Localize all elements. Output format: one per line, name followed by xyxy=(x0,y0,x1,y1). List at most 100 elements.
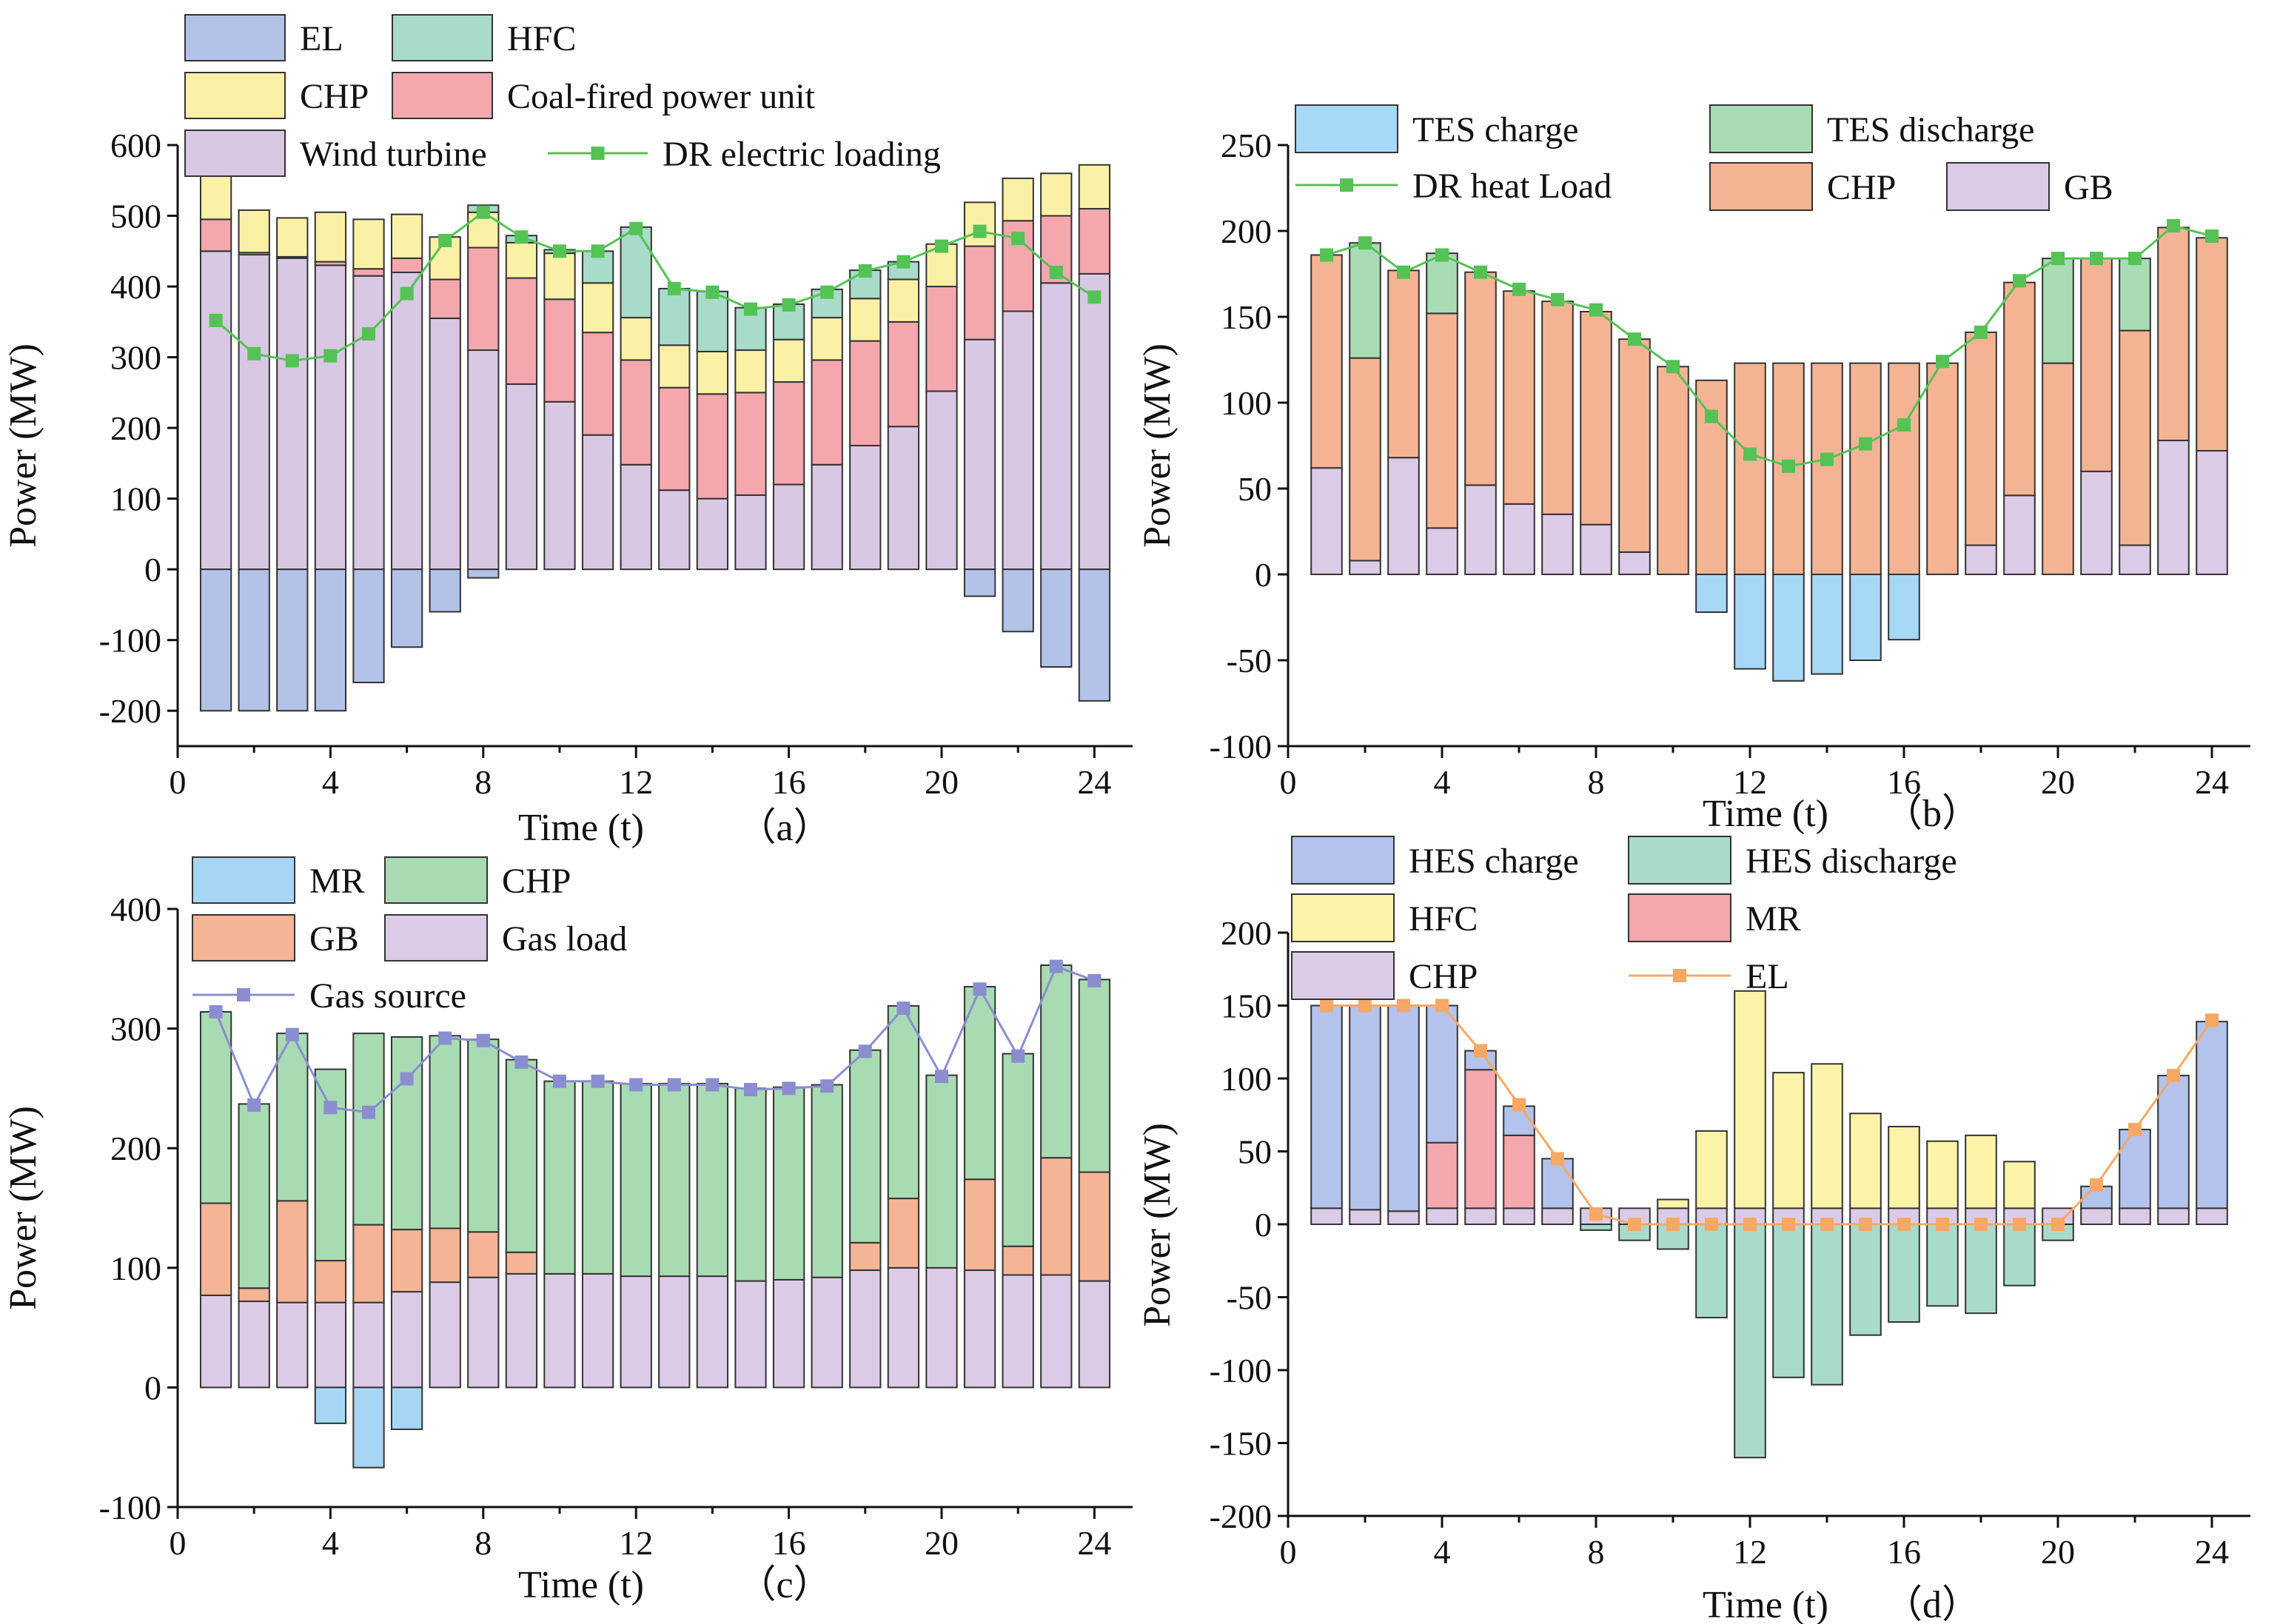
bar-c-gas-load-t9 xyxy=(505,1272,538,1389)
bar-b-chp-t10 xyxy=(1657,366,1689,575)
bar-a-el-t4 xyxy=(314,568,347,712)
bar-a-coal-fired-power-unit-t14 xyxy=(696,393,729,500)
marker-d-el-t12 xyxy=(1743,1218,1757,1231)
bar-c-gas-load-t6 xyxy=(390,1291,423,1389)
legend-marker-b-dr-heat-load xyxy=(1340,178,1353,192)
bar-a-chp-t18 xyxy=(849,298,882,342)
legend-marker-a-dr-electric-loading xyxy=(591,147,605,160)
x-tick-label-c-8: 8 xyxy=(475,1524,492,1562)
bar-c-gas-load-t22 xyxy=(1002,1274,1034,1389)
legend-label-d-hes-charge: HES charge xyxy=(1409,842,1579,881)
y-tick-label-a-400: 400 xyxy=(110,268,161,306)
marker-c-gas-source-t16 xyxy=(782,1081,796,1095)
x-tick-label-d-12: 12 xyxy=(1733,1533,1767,1571)
bar-a-chp-t10 xyxy=(543,252,576,301)
bar-b-gb-t22 xyxy=(2119,544,2151,575)
legend-label-a-coal-fired-power-unit: Coal-fired power unit xyxy=(507,77,816,116)
bar-b-gb-t19 xyxy=(2003,494,2036,576)
bar-b-gb-t24 xyxy=(2196,449,2228,576)
legend-swatch-a-coal-fired-power-unit xyxy=(392,72,493,119)
bar-c-chp-t13 xyxy=(658,1082,691,1278)
bar-d-hfc-t16 xyxy=(1888,1126,1920,1209)
bar-b-tes-discharge-t20 xyxy=(2042,258,2074,364)
marker-b-dr-heat-load-t3 xyxy=(1397,265,1410,279)
y-tick-label-d-50: 50 xyxy=(1238,1133,1272,1171)
bar-b-gb-t23 xyxy=(2157,440,2190,575)
bar-c-gas-load-t2 xyxy=(238,1301,270,1389)
legend-swatch-d-chp xyxy=(1291,951,1395,1000)
bar-a-wind-turbine-t13 xyxy=(658,489,691,571)
bar-a-el-t8 xyxy=(467,568,500,579)
y-tick-label-a--200: -200 xyxy=(99,692,161,730)
bar-c-gb-t4 xyxy=(314,1260,347,1303)
bar-d-hes-charge-t1 xyxy=(1310,1004,1343,1209)
bar-a-chp-t11 xyxy=(581,282,614,334)
marker-c-gas-source-t8 xyxy=(476,1033,490,1047)
bar-b-gb-t7 xyxy=(1541,513,1574,575)
marker-d-el-t14 xyxy=(1820,1218,1834,1231)
bar-a-chp-t16 xyxy=(772,338,805,383)
bar-d-hfc-t13 xyxy=(1772,1072,1805,1209)
bar-a-coal-fired-power-unit-t6 xyxy=(390,257,423,273)
bar-b-chp-t19 xyxy=(2003,281,2036,497)
marker-d-el-t10 xyxy=(1666,1218,1680,1231)
bar-a-coal-fired-power-unit-t8 xyxy=(467,246,500,352)
marker-d-el-t5 xyxy=(1474,1044,1487,1058)
x-axis-title-d: Time (t) xyxy=(1703,1584,1828,1624)
legend-swatch-a-wind-turbine xyxy=(184,130,286,177)
legend-label-a-wind-turbine: Wind turbine xyxy=(300,135,487,174)
marker-d-el-t20 xyxy=(2051,1218,2065,1231)
marker-d-el-t4 xyxy=(1435,999,1449,1013)
line-d-el xyxy=(1327,1004,2213,1226)
legend-swatch-b-tes-discharge xyxy=(1709,104,1813,153)
panel-tag-a: （a） xyxy=(737,807,831,849)
marker-d-el-t21 xyxy=(2090,1178,2103,1192)
bar-b-chp-t17 xyxy=(1926,362,1959,575)
y-tick-label-c--100: -100 xyxy=(99,1489,161,1526)
marker-d-el-t23 xyxy=(2167,1069,2180,1083)
bar-b-chp-t14 xyxy=(1811,362,1843,575)
marker-a-dr-electric-loading-t24 xyxy=(1087,290,1102,304)
legend-label-a-chp: CHP xyxy=(300,77,369,116)
bar-a-coal-fired-power-unit-t17 xyxy=(811,359,843,466)
bar-c-gas-load-t14 xyxy=(696,1275,729,1389)
marker-b-dr-heat-load-t21 xyxy=(2090,252,2103,266)
marker-b-dr-heat-load-t8 xyxy=(1589,303,1603,317)
x-tick-label-d-0: 0 xyxy=(1280,1533,1297,1571)
line-a-dr-electric-loading xyxy=(215,210,1096,362)
bar-b-tes-charge-t12 xyxy=(1734,574,1766,670)
bar-a-wind-turbine-t4 xyxy=(314,264,347,571)
y-tick-label-b--100: -100 xyxy=(1210,728,1272,765)
marker-b-dr-heat-load-t15 xyxy=(1859,437,1872,451)
bar-b-chp-t3 xyxy=(1387,269,1420,459)
legend-swatch-c-mr xyxy=(192,856,295,904)
bar-c-chp-t16 xyxy=(772,1086,805,1281)
y-axis-title-d: Power (MW) xyxy=(1136,1123,1178,1327)
marker-a-dr-electric-loading-t1 xyxy=(209,313,223,327)
bar-a-wind-turbine-t14 xyxy=(696,497,729,571)
bar-b-chp-t12 xyxy=(1734,362,1766,575)
bar-a-chp-t14 xyxy=(696,350,729,395)
legend-swatch-c-chp xyxy=(384,856,488,904)
marker-b-dr-heat-load-t7 xyxy=(1551,292,1564,306)
bar-c-chp-t1 xyxy=(199,1010,232,1204)
y-axis-title-b: Power (MW) xyxy=(1136,343,1178,548)
marker-a-dr-electric-loading-t13 xyxy=(667,281,681,295)
bar-d-hes-discharge-t17 xyxy=(1926,1224,1959,1307)
legend-label-b-tes-charge: TES charge xyxy=(1412,110,1578,150)
marker-b-dr-heat-load-t20 xyxy=(2051,252,2065,266)
marker-a-dr-electric-loading-t14 xyxy=(705,285,720,299)
bar-c-chp-t12 xyxy=(620,1082,652,1278)
legend-label-a-hfc: HFC xyxy=(507,19,576,58)
bar-a-el-t1 xyxy=(199,568,232,712)
y-tick-label-a-600: 600 xyxy=(110,127,161,164)
legend-label-d-el: EL xyxy=(1746,957,1789,996)
marker-c-gas-source-t2 xyxy=(247,1098,261,1113)
bar-a-wind-turbine-t9 xyxy=(505,383,538,571)
bar-c-chp-t8 xyxy=(467,1039,500,1233)
bar-a-wind-turbine-t3 xyxy=(276,257,309,571)
bar-a-wind-turbine-t21 xyxy=(963,338,996,571)
bar-a-wind-turbine-t6 xyxy=(390,271,423,571)
bar-b-gb-t2 xyxy=(1349,560,1381,576)
